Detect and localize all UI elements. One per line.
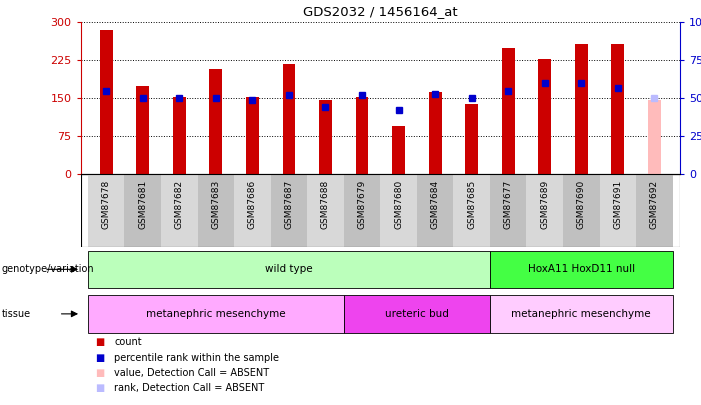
Bar [392, 126, 405, 174]
Text: GSM87678: GSM87678 [102, 180, 111, 229]
Bar [271, 174, 307, 247]
Text: ureteric bud: ureteric bud [385, 309, 449, 319]
Bar [246, 97, 259, 174]
Text: GSM87680: GSM87680 [394, 180, 403, 229]
Text: metanephric mesenchyme: metanephric mesenchyme [146, 309, 285, 319]
Text: GSM87687: GSM87687 [285, 180, 294, 229]
Bar [575, 44, 587, 174]
Text: rank, Detection Call = ABSENT: rank, Detection Call = ABSENT [114, 384, 264, 393]
Bar [307, 174, 343, 247]
Text: GSM87686: GSM87686 [248, 180, 257, 229]
Bar [283, 64, 295, 174]
Bar [490, 174, 526, 247]
Bar [100, 30, 113, 174]
Text: tissue: tissue [1, 309, 31, 319]
Bar [343, 174, 381, 247]
Bar [173, 97, 186, 174]
Bar [88, 251, 490, 288]
Bar [538, 59, 551, 174]
Title: GDS2032 / 1456164_at: GDS2032 / 1456164_at [303, 5, 458, 18]
Text: GSM87688: GSM87688 [321, 180, 330, 229]
Bar [429, 92, 442, 174]
Text: GSM87685: GSM87685 [467, 180, 476, 229]
Text: count: count [114, 337, 142, 347]
Text: GSM87684: GSM87684 [430, 180, 440, 229]
Text: GSM87691: GSM87691 [613, 180, 622, 229]
Bar [343, 295, 490, 333]
Text: value, Detection Call = ABSENT: value, Detection Call = ABSENT [114, 368, 269, 378]
Bar [526, 174, 563, 247]
Bar [137, 85, 149, 174]
Text: percentile rank within the sample: percentile rank within the sample [114, 353, 279, 362]
Bar [234, 174, 271, 247]
Bar [465, 104, 478, 174]
Bar [125, 174, 161, 247]
Text: ■: ■ [95, 337, 104, 347]
Text: metanephric mesenchyme: metanephric mesenchyme [512, 309, 651, 319]
Bar [210, 69, 222, 174]
Bar [611, 44, 624, 174]
Text: wild type: wild type [265, 264, 313, 274]
Bar [502, 48, 515, 174]
Text: GSM87682: GSM87682 [175, 180, 184, 229]
Bar [417, 174, 454, 247]
Bar [636, 174, 673, 247]
Text: ■: ■ [95, 384, 104, 393]
Bar [88, 295, 343, 333]
Bar [161, 174, 198, 247]
Bar [319, 100, 332, 174]
Bar [454, 174, 490, 247]
Bar [355, 97, 369, 174]
Text: GSM87677: GSM87677 [504, 180, 512, 229]
Text: GSM87681: GSM87681 [138, 180, 147, 229]
Bar [381, 174, 417, 247]
Text: ■: ■ [95, 368, 104, 378]
Bar [198, 174, 234, 247]
Bar [490, 295, 673, 333]
Text: GSM87692: GSM87692 [650, 180, 659, 229]
Bar [563, 174, 599, 247]
Bar [490, 251, 673, 288]
Bar [88, 174, 125, 247]
Text: genotype/variation: genotype/variation [1, 264, 94, 274]
Text: GSM87679: GSM87679 [358, 180, 367, 229]
Text: GSM87690: GSM87690 [577, 180, 586, 229]
Bar [648, 100, 661, 174]
Text: ■: ■ [95, 353, 104, 362]
Text: HoxA11 HoxD11 null: HoxA11 HoxD11 null [528, 264, 635, 274]
Bar [599, 174, 636, 247]
Text: GSM87689: GSM87689 [540, 180, 550, 229]
Text: GSM87683: GSM87683 [211, 180, 220, 229]
